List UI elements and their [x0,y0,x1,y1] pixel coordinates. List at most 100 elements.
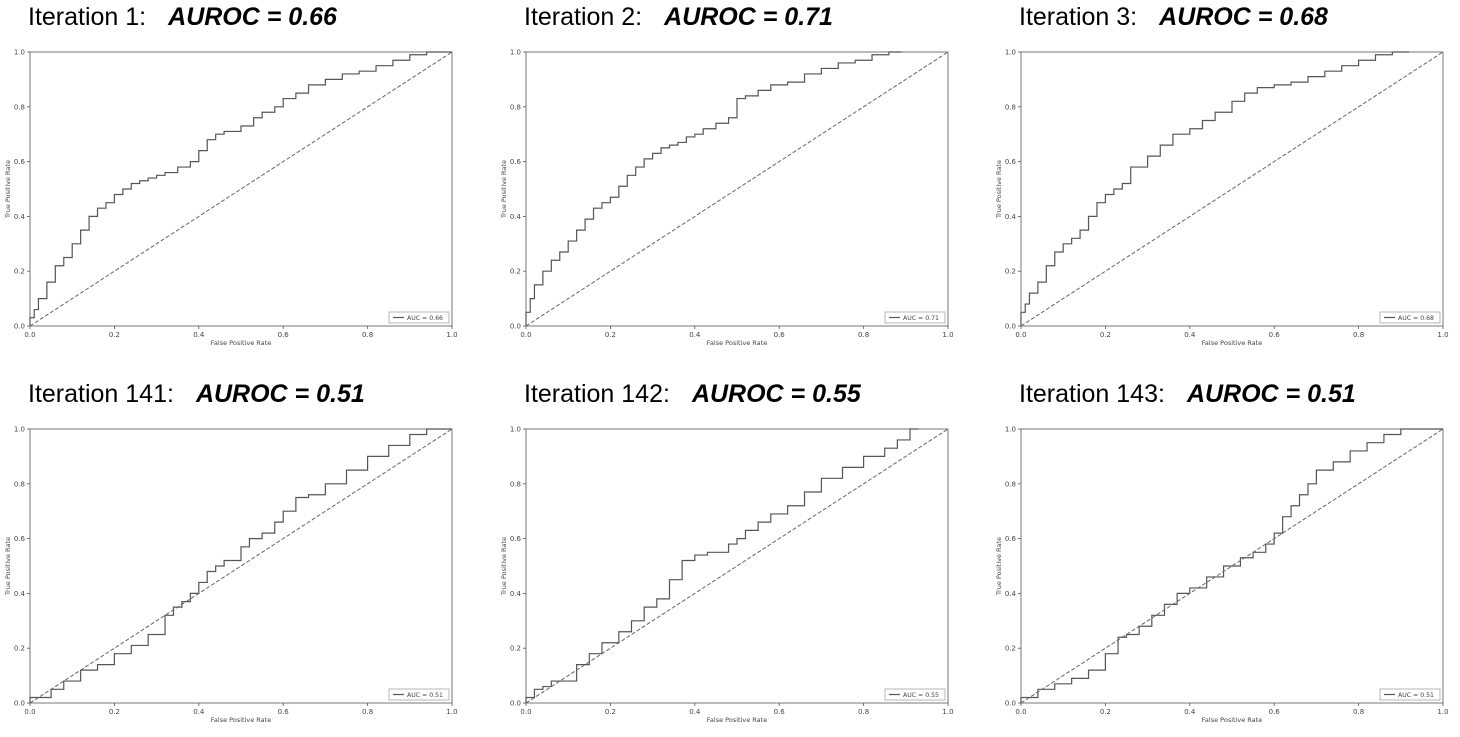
legend-box [388,311,450,324]
x-tick-label: 0.0 [520,331,531,339]
x-tick-label: 0.6 [278,708,290,716]
auroc-label: AUROC = 0.51 [1186,380,1356,408]
x-tick-label: 0.4 [193,708,205,716]
roc-chart: 0.0 0.2 0.4 0.6 0.8 1.0 0.0 0.2 0.4 0.6 0.8 1.0 Fals… [500,49,954,348]
x-tick-label: 0.6 [278,331,290,339]
legend-label: AUC = 0.51 [1398,692,1434,699]
roc-chart: 0.0 0.2 0.4 0.6 0.8 1.0 0.0 0.2 0.4 0.6 0.8 1.0 Fals… [4,49,458,348]
legend-box [1379,688,1441,701]
roc-panel: Iteration 3: AUROC = 0.68 0.0 0.2 0.4 0.6 0.8 1… [991,0,1460,360]
x-tick-label: 0.4 [1184,331,1196,339]
y-tick-label: 0.4 [1005,590,1017,598]
y-axis-label: True Positive Rate [995,537,1003,596]
chance-diagonal-line [525,51,949,327]
x-tick-label: 0.6 [774,708,786,716]
x-axis-label: False Positive Rate [1202,716,1262,724]
roc-panel: Iteration 1: AUROC = 0.66 0.0 0.2 0.4 0.6 0.8 1… [0,0,470,360]
legend-label: AUC = 0.55 [903,692,939,699]
legend-label: AUC = 0.66 [407,315,443,322]
roc-panel: Iteration 142: AUROC = 0.55 0.0 0.2 0.4 0.6 0.… [496,377,966,737]
x-tick-label: 0.0 [1015,708,1026,716]
y-tick-label: 0.4 [14,590,26,598]
x-tick-label: 0.4 [193,331,205,339]
x-tick-label: 1.0 [942,708,953,716]
y-tick-label: 0.8 [510,480,521,488]
y-tick-label: 0.8 [1005,103,1016,111]
panel-title: Iteration 141: AUROC = 0.51 [28,379,365,409]
y-tick-label: 0.2 [1005,645,1016,653]
x-axis-label: False Positive Rate [211,339,271,347]
auroc-label: AUROC = 0.68 [1159,3,1328,31]
roc-curve [525,51,902,326]
x-tick-label: 1.0 [446,331,457,339]
auroc-label: AUROC = 0.71 [664,3,833,31]
y-tick-label: 1.0 [14,49,25,57]
x-tick-label: 1.0 [1437,708,1448,716]
x-tick-label: 0.2 [1100,331,1111,339]
roc-panel: Iteration 143: AUROC = 0.51 0.0 0.2 0.4 0.6 0.… [991,377,1460,737]
x-tick-label: 1.0 [446,708,457,716]
x-tick-label: 0.4 [689,331,701,339]
x-tick-label: 1.0 [942,331,953,339]
y-tick-label: 0.6 [510,535,522,543]
y-tick-label: 0.8 [1005,480,1016,488]
x-axis-label: False Positive Rate [707,716,767,724]
panel-title: Iteration 2: AUROC = 0.71 [524,2,833,32]
y-axis-label: True Positive Rate [4,537,12,596]
x-tick-label: 0.6 [1269,331,1281,339]
panel-title: Iteration 142: AUROC = 0.55 [524,379,861,409]
roc-curve [29,428,452,703]
y-tick-label: 0.0 [510,700,521,708]
panel-title: Iteration 143: AUROC = 0.51 [1019,379,1356,409]
plot-frame [29,51,453,327]
x-tick-label: 0.8 [858,708,869,716]
x-tick-label: 0.6 [1269,708,1281,716]
chance-diagonal-line [29,51,453,327]
legend: AUC = 0.66 [388,311,450,324]
iteration-label: Iteration 143: [1019,380,1165,408]
plot-frame [525,51,949,327]
y-tick-label: 0.4 [510,213,522,221]
legend-box [884,688,946,701]
roc-panel: Iteration 141: AUROC = 0.51 0.0 0.2 0.4 0.6 0.… [0,377,470,737]
x-tick-label: 0.2 [605,708,616,716]
iteration-label: Iteration 3: [1019,3,1138,31]
x-tick-label: 0.0 [24,708,35,716]
plot-frame [1020,428,1444,704]
x-axis-label: False Positive Rate [211,716,271,724]
x-axis-label: False Positive Rate [707,339,767,347]
x-tick-label: 0.4 [1184,708,1196,716]
x-tick-label: 0.2 [109,331,120,339]
iteration-label: Iteration 1: [28,3,147,31]
x-tick-label: 0.8 [1353,331,1364,339]
y-tick-label: 0.6 [1005,535,1017,543]
roc-chart: 0.0 0.2 0.4 0.6 0.8 1.0 0.0 0.2 0.4 0.6 0.8 1.0 Fals… [995,426,1449,725]
legend-label: AUC = 0.68 [1398,315,1434,322]
legend: AUC = 0.51 [388,688,450,701]
y-tick-label: 1.0 [510,426,521,434]
x-tick-label: 0.2 [605,331,616,339]
y-tick-label: 0.2 [14,268,25,276]
auroc-label: AUROC = 0.66 [168,3,337,31]
y-tick-label: 1.0 [510,49,521,57]
x-tick-label: 0.2 [109,708,120,716]
plot-frame [1020,51,1444,327]
x-tick-label: 0.8 [858,331,869,339]
y-tick-label: 0.0 [14,323,25,331]
y-tick-label: 0.0 [14,700,25,708]
x-tick-label: 0.8 [362,331,373,339]
y-axis-label: True Positive Rate [995,160,1003,219]
legend-box [388,688,450,701]
x-tick-label: 1.0 [1437,331,1448,339]
roc-chart: 0.0 0.2 0.4 0.6 0.8 1.0 0.0 0.2 0.4 0.6 0.8 1.0 Fals… [995,49,1449,348]
roc-curve [1020,51,1410,326]
y-tick-label: 0.6 [14,158,26,166]
chance-diagonal-line [1020,51,1444,327]
auroc-label: AUROC = 0.55 [691,380,861,408]
legend-label: AUC = 0.71 [903,315,939,322]
y-tick-label: 0.4 [14,213,26,221]
iteration-label: Iteration 2: [524,3,643,31]
plot-frame [29,428,453,704]
roc-curve [525,428,919,703]
chance-diagonal-line [525,428,949,704]
